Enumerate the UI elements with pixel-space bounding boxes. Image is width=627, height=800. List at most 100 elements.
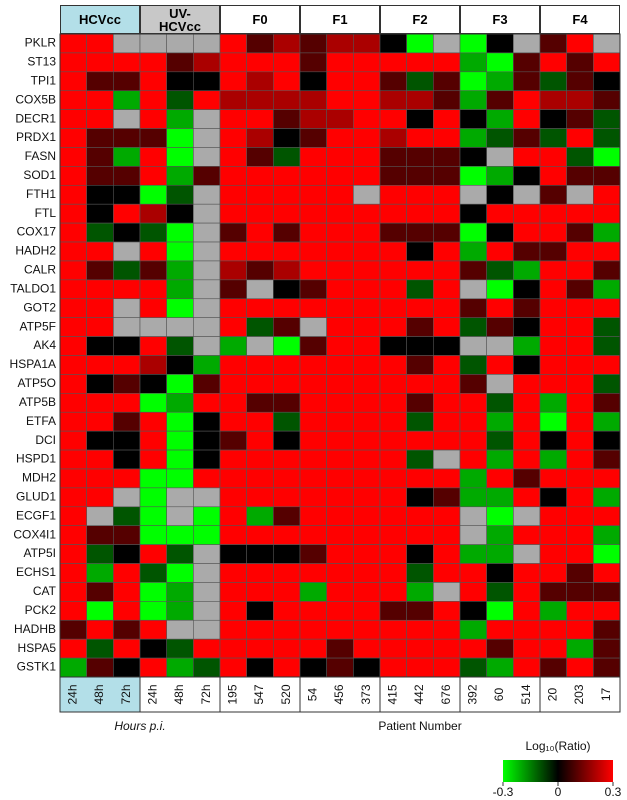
heatmap-cell [406,203,434,224]
heatmap-cell [59,317,87,337]
heatmap-cell [353,317,381,337]
heatmap-cell [246,33,274,54]
column-label: 373 [359,684,373,704]
column-label-box [59,676,141,713]
heatmap-cell [379,374,407,394]
heatmap-cell [379,222,407,243]
heatmap-cell [566,638,594,659]
heatmap-cell [326,184,354,205]
heatmap-cell [406,109,434,129]
heatmap-cell [353,544,381,564]
heatmap-cell [566,128,594,148]
heatmap-cell [459,563,487,583]
heatmap-cell [193,279,221,300]
heatmap-cell [593,430,621,451]
heatmap-cell [59,90,87,110]
heatmap-cell [246,71,274,92]
heatmap-cell [593,582,621,602]
heatmap-cell [486,638,514,659]
heatmap-cell [406,52,434,73]
heatmap-cell [166,260,194,281]
heatmap-cell [513,33,541,54]
heatmap-cell [513,393,541,413]
heatmap-cell [566,374,594,394]
heatmap-cell [86,33,114,54]
heatmap-cell [593,241,621,262]
heatmap-cell [539,525,567,545]
heatmap-cell [326,449,354,470]
heatmap-cell [379,619,407,640]
heatmap-cell [113,147,141,167]
heatmap-cell [353,147,381,167]
heatmap-cell [513,563,541,583]
heatmap-cell [193,109,221,129]
heatmap-cell [59,619,87,640]
heatmap-cell [86,241,114,262]
heatmap-cell [353,374,381,394]
heatmap-cell [593,601,621,621]
heatmap-cell [353,393,381,413]
heatmap-cell [246,128,274,148]
heatmap-cell [113,298,141,318]
heatmap-cell [593,52,621,73]
heatmap-cell [379,147,407,167]
heatmap-cell [566,657,594,678]
heatmap-cell [433,544,461,564]
heatmap-cell [593,468,621,489]
heatmap-cell [513,109,541,129]
heatmap-cell [433,525,461,545]
heatmap-cell [86,52,114,73]
heatmap-cell [299,449,327,470]
heatmap-cell [219,355,247,375]
heatmap-cell [486,487,514,508]
heatmap-cell [273,411,301,432]
heatmap-cell [353,506,381,527]
heatmap-cell [86,430,114,451]
heatmap-cell [59,336,87,356]
heatmap-cell [273,468,301,489]
heatmap-cell [273,128,301,148]
heatmap-cell [326,147,354,167]
heatmap-cell [513,601,541,621]
heatmap-cell [166,411,194,432]
heatmap-cell [219,147,247,167]
heatmap-cell [593,619,621,640]
heatmap-cell [193,411,221,432]
heatmap-cell [113,657,141,678]
heatmap-cell [379,71,407,92]
heatmap-cell [273,260,301,281]
heatmap-cell [139,393,167,413]
heatmap-cell [539,601,567,621]
heatmap-cell [566,260,594,281]
heatmap-cell [406,525,434,545]
heatmap-cell [406,184,434,205]
row-label: PKLR [25,36,57,50]
heatmap-cell [246,260,274,281]
heatmap-cell [246,563,274,583]
heatmap-cell [113,241,141,262]
heatmap-cell [139,411,167,432]
heatmap-cell [353,260,381,281]
heatmap-cell [59,582,87,602]
heatmap-cell [299,544,327,564]
heatmap-cell [166,71,194,92]
heatmap-cell [139,601,167,621]
heatmap-cell [459,279,487,300]
heatmap-cell [59,52,87,73]
row-label: PRDX1 [16,130,56,144]
heatmap-cell [166,52,194,73]
heatmap-cell [326,317,354,337]
heatmap-cell [113,525,141,545]
heatmap-cell [299,298,327,318]
heatmap-cell [113,619,141,640]
heatmap-cell [459,317,487,337]
heatmap-cell [406,411,434,432]
x-axis-label: Hours p.i. [114,719,165,733]
heatmap-cell [59,563,87,583]
heatmap-cell [113,128,141,148]
heatmap-cell [459,582,487,602]
heatmap-cell [459,638,487,659]
heatmap-cell [486,544,514,564]
heatmap-cell [113,393,141,413]
heatmap-cell [273,109,301,129]
